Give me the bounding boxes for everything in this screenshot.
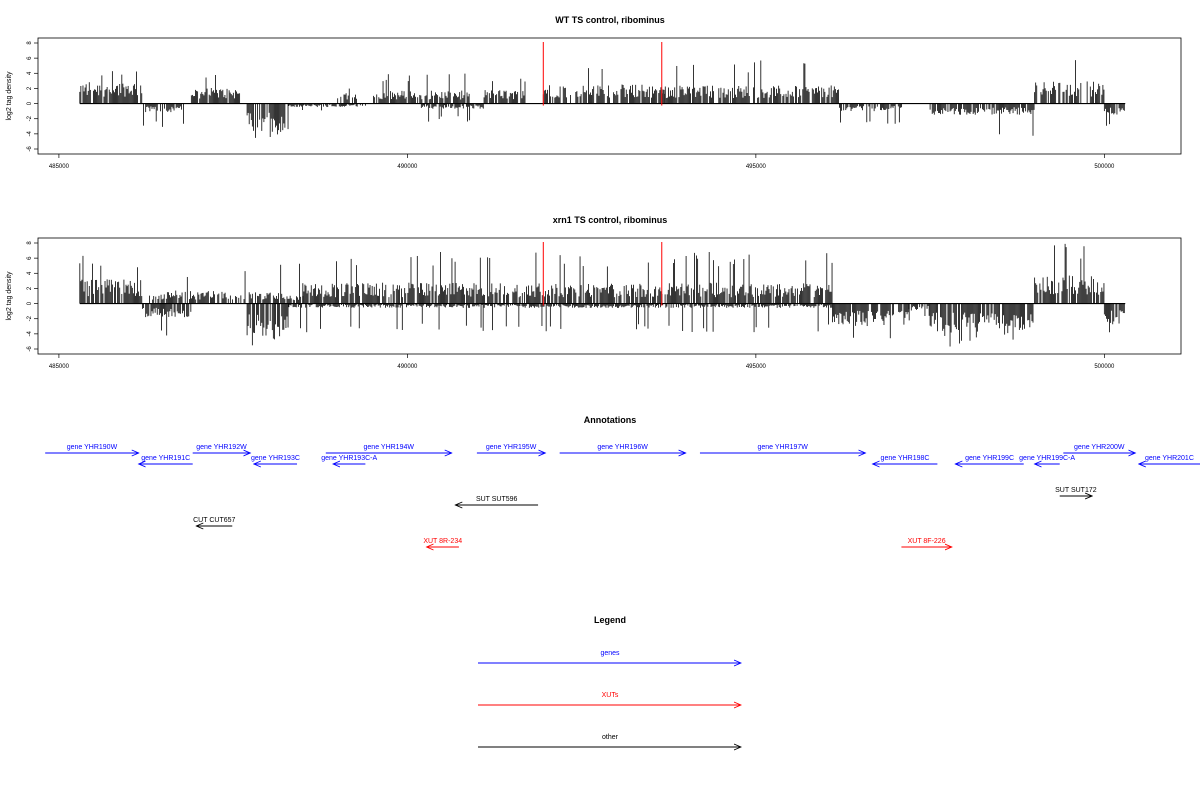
x-axis: 485000 490000 495000 500000	[49, 354, 1115, 370]
annotation-label: gene YHR191C	[141, 455, 190, 462]
legend-item: XUTs	[478, 692, 741, 705]
y-tick-label: 2	[27, 286, 33, 290]
annotation-item: gene YHR190W	[45, 444, 139, 453]
y-tick-label: 4	[27, 271, 33, 275]
annotation-label: XUT 8F-226	[908, 538, 946, 545]
panel-wt: WT TS control, ribominus log2 tag densit…	[6, 15, 1182, 170]
x-tick-label: 500000	[1094, 364, 1115, 370]
annotation-item: XUT 8R-234	[423, 538, 462, 547]
annotation-label: CUT CUT657	[193, 517, 235, 524]
x-tick-label: 485000	[49, 364, 70, 370]
annotation-label: SUT SUT172	[1055, 487, 1097, 494]
region-markers	[542, 42, 663, 106]
x-tick-label: 490000	[397, 164, 418, 170]
annotation-item: gene YHR195W	[476, 444, 545, 453]
x-tick-label: 485000	[49, 164, 70, 170]
panel-xrn1: xrn1 TS control, ribominus log2 tag dens…	[6, 215, 1182, 370]
x-tick-label: 495000	[746, 364, 767, 370]
annotation-label: gene YHR197W	[757, 444, 808, 451]
y-tick-label: 8	[27, 41, 33, 45]
y-axis-label: log2 tag density	[6, 271, 13, 321]
annotation-label: gene YHR200W	[1074, 444, 1125, 451]
region-markers	[542, 242, 663, 306]
annotation-track: gene YHR190W gene YHR191C gene YHR192W gene…	[45, 444, 1200, 547]
legend: genes XUTs other	[478, 650, 741, 747]
signal-bars	[79, 243, 1126, 347]
annotation-item: gene YHR192W	[192, 444, 251, 453]
annotation-label: gene YHR195W	[486, 444, 537, 451]
x-tick-label: 490000	[397, 364, 418, 370]
plot-frame	[37, 37, 1182, 155]
annotation-label: gene YHR199C	[965, 455, 1014, 462]
annotation-item: gene YHR193C-A	[321, 455, 377, 464]
y-axis: -6 -4 -2 0 2 4 6 8	[27, 241, 38, 352]
y-tick-label: 6	[27, 256, 33, 260]
legend-title: Legend	[594, 615, 626, 625]
annotation-item: gene YHR199C-A	[1019, 455, 1075, 464]
x-tick-label: 495000	[746, 164, 767, 170]
annotation-label: SUT SUT596	[476, 496, 518, 503]
y-tick-label: -6	[27, 346, 33, 352]
annotation-label: gene YHR201C	[1145, 455, 1194, 462]
annotation-label: gene YHR196W	[597, 444, 648, 451]
legend-item: genes	[478, 650, 741, 663]
annotation-label: gene YHR192W	[196, 444, 247, 451]
y-tick-label: 0	[27, 301, 33, 305]
annotation-item: CUT CUT657	[193, 517, 236, 526]
plot-frame	[37, 237, 1182, 355]
annotation-item: gene YHR198C	[873, 455, 938, 464]
annotation-label: gene YHR193C-A	[321, 455, 377, 462]
annotation-item: gene YHR193C	[251, 455, 300, 464]
annotations-title: Annotations	[584, 415, 637, 425]
y-tick-label: -4	[27, 331, 33, 337]
y-tick-label: -4	[27, 131, 33, 137]
legend-panel: Legend genes XUTs other	[478, 615, 741, 747]
y-axis: -6 -4 -2 0 2 4 6 8	[27, 41, 38, 152]
x-tick-label: 500000	[1094, 164, 1115, 170]
annotation-label: gene YHR198C	[881, 455, 930, 462]
y-tick-label: 8	[27, 241, 33, 245]
annotation-label: gene YHR193C	[251, 455, 300, 462]
annotation-item: XUT 8F-226	[901, 538, 951, 547]
annotation-item: gene YHR200W	[1063, 444, 1135, 453]
annotation-label: gene YHR199C-A	[1019, 455, 1075, 462]
y-axis-label: log2 tag density	[6, 71, 13, 121]
y-tick-label: -2	[27, 315, 33, 321]
annotation-item: gene YHR191C	[139, 455, 193, 464]
annotation-item: SUT SUT172	[1055, 487, 1097, 496]
legend-label: XUTs	[602, 692, 619, 699]
y-tick-label: -2	[27, 115, 33, 121]
x-axis: 485000 490000 495000 500000	[49, 154, 1115, 170]
annotation-item: SUT SUT596	[455, 496, 539, 505]
annotation-item: gene YHR196W	[559, 444, 686, 453]
panel-title: xrn1 TS control, ribominus	[553, 215, 668, 225]
legend-label: genes	[600, 650, 620, 657]
y-tick-label: 0	[27, 101, 33, 105]
signal-bars	[79, 60, 1126, 138]
annotation-item: gene YHR194W	[325, 444, 452, 453]
legend-item: other	[478, 734, 741, 747]
annotation-label: gene YHR194W	[364, 444, 415, 451]
annotation-item: gene YHR199C	[955, 455, 1024, 464]
annotation-item: gene YHR197W	[699, 444, 865, 453]
y-tick-label: 2	[27, 86, 33, 90]
annotation-label: XUT 8R-234	[423, 538, 462, 545]
y-tick-label: -6	[27, 146, 33, 152]
annotation-item: gene YHR201C	[1139, 455, 1200, 464]
legend-label: other	[602, 734, 619, 741]
y-tick-label: 6	[27, 56, 33, 60]
y-tick-label: 4	[27, 71, 33, 75]
annotation-label: gene YHR190W	[67, 444, 118, 451]
panel-title: WT TS control, ribominus	[555, 15, 665, 25]
